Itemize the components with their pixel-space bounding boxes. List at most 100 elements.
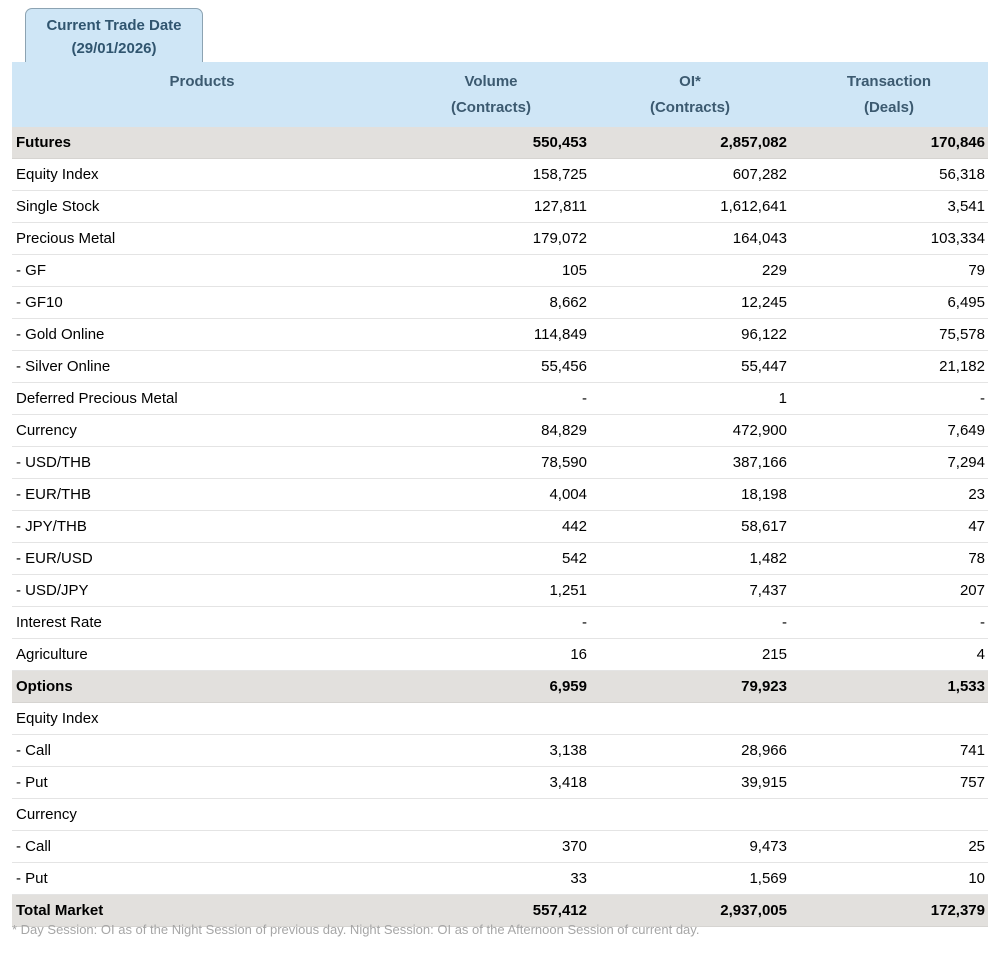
oi-cell: 1,569 bbox=[590, 862, 790, 895]
product-cell: - Silver Online bbox=[12, 350, 392, 383]
transaction-cell: 7,294 bbox=[790, 446, 988, 479]
transaction-cell: 172,379 bbox=[790, 894, 988, 927]
volume-cell: 4,004 bbox=[392, 478, 590, 511]
volume-cell: 16 bbox=[392, 638, 590, 671]
oi-cell: 55,447 bbox=[590, 350, 790, 383]
volume-cell: 557,412 bbox=[392, 894, 590, 927]
column-header-oi: OI* (Contracts) bbox=[590, 62, 790, 127]
oi-cell: 1 bbox=[590, 382, 790, 415]
table-row: - Silver Online 55,456 55,447 21,182 bbox=[12, 350, 988, 383]
product-cell: Precious Metal bbox=[12, 222, 392, 255]
volume-cell bbox=[392, 702, 590, 735]
table-row: - Put 33 1,569 10 bbox=[12, 862, 988, 895]
product-cell: Single Stock bbox=[12, 190, 392, 223]
product-cell: Agriculture bbox=[12, 638, 392, 671]
oi-cell: 9,473 bbox=[590, 830, 790, 863]
oi-cell: 215 bbox=[590, 638, 790, 671]
transaction-cell: 25 bbox=[790, 830, 988, 863]
table-row: - EUR/THB 4,004 18,198 23 bbox=[12, 478, 988, 511]
transaction-cell: 1,533 bbox=[790, 670, 988, 703]
volume-cell: 55,456 bbox=[392, 350, 590, 383]
column-sublabel: (Contracts) bbox=[649, 99, 730, 116]
product-cell: Equity Index bbox=[12, 702, 392, 735]
product-cell: - Call bbox=[12, 734, 392, 767]
table-row: Equity Index 158,725 607,282 56,318 bbox=[12, 158, 988, 191]
product-cell: Interest Rate bbox=[12, 606, 392, 639]
transaction-cell: 741 bbox=[790, 734, 988, 767]
tab-date: (29/01/2026) bbox=[71, 40, 157, 57]
column-header-volume: Volume (Contracts) bbox=[392, 62, 590, 127]
column-label: Products bbox=[169, 73, 235, 90]
volume-cell: - bbox=[392, 382, 590, 415]
oi-cell bbox=[590, 798, 790, 831]
product-cell: Equity Index bbox=[12, 158, 392, 191]
table-row: Single Stock 127,811 1,612,641 3,541 bbox=[12, 190, 988, 223]
volume-cell: 127,811 bbox=[392, 190, 590, 223]
oi-cell: 2,937,005 bbox=[590, 894, 790, 927]
table-row: - GF 105 229 79 bbox=[12, 254, 988, 287]
volume-cell: 8,662 bbox=[392, 286, 590, 319]
column-sublabel: (Deals) bbox=[863, 99, 915, 116]
table-row: - Put 3,418 39,915 757 bbox=[12, 766, 988, 799]
column-label: Volume bbox=[464, 73, 518, 90]
oi-cell: 2,857,082 bbox=[590, 127, 790, 159]
product-cell: - Put bbox=[12, 766, 392, 799]
transaction-cell: 7,649 bbox=[790, 414, 988, 447]
volume-cell: 550,453 bbox=[392, 127, 590, 159]
table-row: Deferred Precious Metal - 1 - bbox=[12, 382, 988, 415]
column-label: OI* bbox=[679, 73, 701, 90]
product-cell: - USD/JPY bbox=[12, 574, 392, 607]
table-row: Options 6,959 79,923 1,533 bbox=[12, 670, 988, 703]
table-header: Products Volume (Contracts) OI* (Contrac… bbox=[12, 62, 988, 127]
product-cell: - JPY/THB bbox=[12, 510, 392, 543]
product-cell: Currency bbox=[12, 798, 392, 831]
product-cell: - EUR/USD bbox=[12, 542, 392, 575]
transaction-cell: 3,541 bbox=[790, 190, 988, 223]
transaction-cell: - bbox=[790, 382, 988, 415]
oi-cell: 58,617 bbox=[590, 510, 790, 543]
transaction-cell: 10 bbox=[790, 862, 988, 895]
transaction-cell: 170,846 bbox=[790, 127, 988, 159]
table-body: Futures 550,453 2,857,082 170,846 Equity… bbox=[12, 127, 988, 927]
volume-cell: 3,138 bbox=[392, 734, 590, 767]
product-cell: - Call bbox=[12, 830, 392, 863]
transaction-cell: 75,578 bbox=[790, 318, 988, 351]
oi-cell: - bbox=[590, 606, 790, 639]
table-row: Currency 84,829 472,900 7,649 bbox=[12, 414, 988, 447]
volume-cell: 3,418 bbox=[392, 766, 590, 799]
transaction-cell: 757 bbox=[790, 766, 988, 799]
transaction-cell: 56,318 bbox=[790, 158, 988, 191]
transaction-cell: 4 bbox=[790, 638, 988, 671]
column-header-products: Products bbox=[12, 62, 392, 127]
product-cell: - EUR/THB bbox=[12, 478, 392, 511]
table-row: - EUR/USD 542 1,482 78 bbox=[12, 542, 988, 575]
transaction-cell: 78 bbox=[790, 542, 988, 575]
transaction-cell: 103,334 bbox=[790, 222, 988, 255]
oi-cell: 12,245 bbox=[590, 286, 790, 319]
oi-cell bbox=[590, 702, 790, 735]
volume-cell: - bbox=[392, 606, 590, 639]
oi-cell: 387,166 bbox=[590, 446, 790, 479]
volume-cell: 6,959 bbox=[392, 670, 590, 703]
oi-cell: 79,923 bbox=[590, 670, 790, 703]
transaction-cell: 47 bbox=[790, 510, 988, 543]
column-sublabel: (Contracts) bbox=[450, 99, 531, 116]
volume-cell: 442 bbox=[392, 510, 590, 543]
volume-cell: 542 bbox=[392, 542, 590, 575]
tab-current-trade-date[interactable]: Current Trade Date (29/01/2026) bbox=[25, 8, 203, 63]
oi-cell: 39,915 bbox=[590, 766, 790, 799]
table-header-row: Products Volume (Contracts) OI* (Contrac… bbox=[12, 62, 988, 127]
table-row: Futures 550,453 2,857,082 170,846 bbox=[12, 127, 988, 159]
oi-session-footnote: * Day Session: OI as of the Night Sessio… bbox=[12, 922, 700, 937]
volume-cell: 105 bbox=[392, 254, 590, 287]
volume-cell: 179,072 bbox=[392, 222, 590, 255]
column-label: Transaction bbox=[846, 73, 932, 90]
table-row: - Call 370 9,473 25 bbox=[12, 830, 988, 863]
volume-cell: 370 bbox=[392, 830, 590, 863]
oi-cell: 7,437 bbox=[590, 574, 790, 607]
oi-cell: 28,966 bbox=[590, 734, 790, 767]
product-cell: - GF10 bbox=[12, 286, 392, 319]
product-cell: - GF bbox=[12, 254, 392, 287]
volume-cell: 1,251 bbox=[392, 574, 590, 607]
